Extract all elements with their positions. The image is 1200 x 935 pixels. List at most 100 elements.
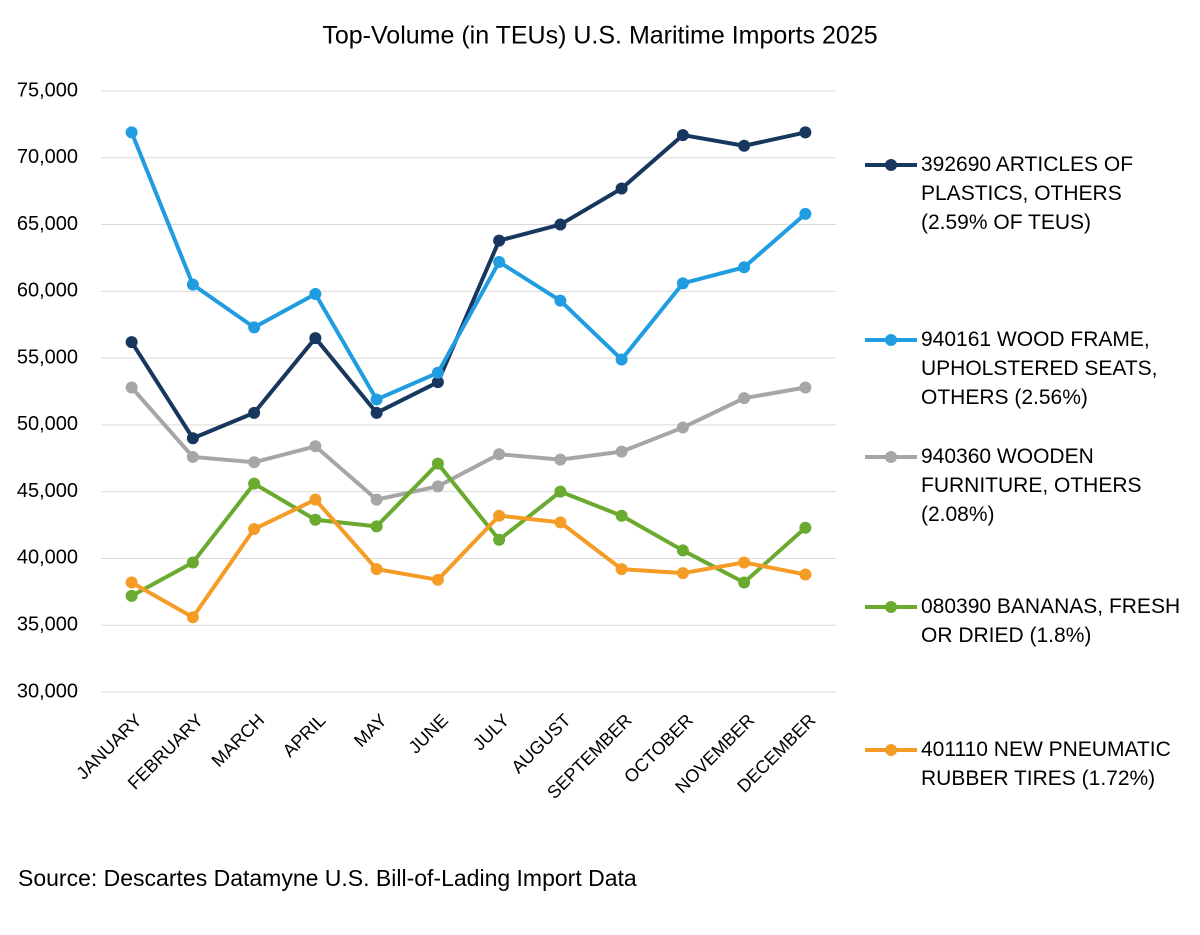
chart-title: Top-Volume (in TEUs) U.S. Maritime Impor… (322, 22, 877, 50)
legend-item: 940161 WOOD FRAME, UPHOLSTERED SEATS, OT… (865, 325, 1195, 412)
legend-label: 940360 WOODEN FURNITURE, OTHERS (2.08%) (921, 445, 1142, 526)
data-point (676, 544, 689, 557)
y-tick-label: 60,000 (17, 280, 78, 302)
y-tick-label: 50,000 (17, 413, 78, 435)
legend-label: 940161 WOOD FRAME, UPHOLSTERED SEATS, OT… (921, 328, 1158, 409)
legend-dot (885, 451, 897, 463)
source-note: Source: Descartes Datamyne U.S. Bill-of-… (18, 865, 637, 891)
data-point (248, 523, 261, 536)
x-tick-label: JULY (469, 710, 513, 754)
data-point (309, 513, 322, 526)
data-point (615, 445, 628, 458)
data-point (370, 393, 383, 406)
data-point (186, 278, 199, 291)
data-point (554, 453, 567, 466)
data-point (370, 406, 383, 419)
data-point (248, 321, 261, 334)
data-point (431, 573, 444, 586)
data-point (125, 381, 138, 394)
legend-dot (885, 601, 897, 613)
data-point (370, 520, 383, 533)
legend-item: 080390 BANANAS, FRESH OR DRIED (1.8%) (865, 592, 1195, 650)
data-point (738, 261, 751, 274)
data-point (676, 421, 689, 434)
data-point (309, 440, 322, 453)
data-point (738, 556, 751, 569)
y-tick-label: 30,000 (17, 680, 78, 702)
data-point (799, 381, 812, 394)
data-point (738, 392, 751, 405)
data-point (738, 576, 751, 589)
legend-dot (885, 159, 897, 171)
legend-marker (865, 159, 917, 171)
data-point (186, 450, 199, 463)
data-point (554, 516, 567, 529)
data-point (370, 563, 383, 576)
legend-marker (865, 601, 917, 613)
y-tick-label: 45,000 (17, 480, 78, 502)
data-point (554, 218, 567, 231)
series-line (130, 461, 807, 598)
y-tick-label: 65,000 (17, 213, 78, 235)
data-point (125, 576, 138, 589)
data-point (248, 456, 261, 469)
data-point (799, 568, 812, 581)
data-point (493, 533, 506, 546)
legend-marker (865, 744, 917, 756)
data-point (309, 288, 322, 301)
legend-label: 080390 BANANAS, FRESH OR DRIED (1.8%) (921, 595, 1181, 647)
y-tick-label: 35,000 (17, 614, 78, 636)
data-point (676, 277, 689, 290)
x-tick-label: MAY (350, 710, 391, 751)
data-point (309, 332, 322, 345)
legend-item: 940360 WOODEN FURNITURE, OTHERS (2.08%) (865, 442, 1195, 529)
data-point (493, 255, 506, 268)
legend-label: 401110 NEW PNEUMATIC RUBBER TIRES (1.72%… (921, 738, 1171, 790)
data-point (799, 521, 812, 534)
data-point (799, 126, 812, 139)
data-point (431, 480, 444, 493)
data-point (309, 493, 322, 506)
legend-item: 401110 NEW PNEUMATIC RUBBER TIRES (1.72%… (865, 735, 1195, 793)
legend-marker (865, 451, 917, 463)
y-tick-label: 75,000 (17, 79, 78, 101)
data-point (493, 448, 506, 461)
series-line (130, 385, 806, 502)
data-point (370, 493, 383, 506)
data-point (615, 563, 628, 576)
series-line (129, 131, 807, 402)
legend-marker (865, 334, 917, 346)
y-tick-label: 70,000 (17, 146, 78, 168)
data-point (431, 376, 444, 389)
data-point (125, 336, 138, 349)
data-point (125, 589, 138, 602)
data-point (431, 366, 444, 379)
legend-label: 392690 ARTICLES OF PLASTICS, OTHERS (2.5… (921, 153, 1134, 234)
data-point (554, 485, 567, 498)
data-point (493, 509, 506, 522)
data-point (615, 182, 628, 195)
data-point (248, 406, 261, 419)
data-point (248, 477, 261, 490)
x-tick-label: JUNE (405, 710, 452, 757)
series-line (130, 497, 806, 620)
legend-dot (885, 744, 897, 756)
data-point (493, 234, 506, 247)
data-point (676, 129, 689, 142)
data-point (615, 353, 628, 366)
y-tick-label: 55,000 (17, 346, 78, 368)
data-point (738, 139, 751, 152)
data-point (676, 567, 689, 580)
legend-dot (885, 334, 897, 346)
data-point (431, 457, 444, 470)
data-point (125, 126, 138, 139)
y-tick-label: 40,000 (17, 547, 78, 569)
x-tick-label: APRIL (279, 710, 330, 761)
series-line (129, 130, 806, 441)
data-point (186, 611, 199, 624)
data-point (615, 509, 628, 522)
legend-item: 392690 ARTICLES OF PLASTICS, OTHERS (2.5… (865, 150, 1195, 237)
data-point (186, 556, 199, 569)
